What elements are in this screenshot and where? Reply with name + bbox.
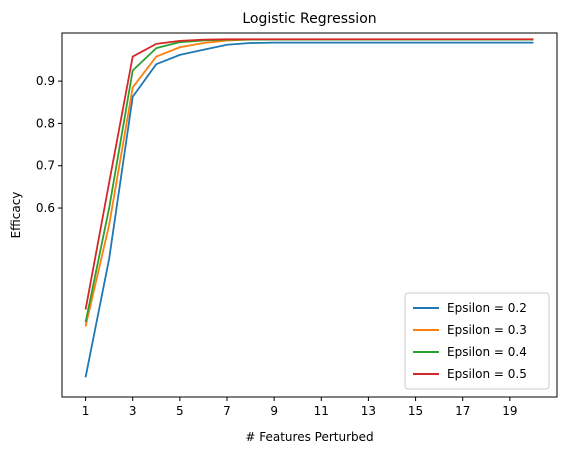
y-axis: 0.6 0.7 0.8 0.9 [36, 74, 62, 215]
x-tick-label: 13 [361, 404, 376, 418]
x-tick-label: 1 [82, 404, 90, 418]
x-tick-label: 15 [408, 404, 423, 418]
x-tick-label: 5 [176, 404, 184, 418]
x-tick-label: 7 [223, 404, 231, 418]
axes-frame [61, 32, 558, 398]
y-tick-label: 0.6 [36, 201, 55, 215]
x-axis: 1 3 5 7 9 11 13 15 17 19 [82, 397, 517, 418]
chart-title: Logistic Regression [242, 11, 376, 27]
y-tick-label: 0.9 [36, 74, 55, 88]
x-tick-label: 11 [314, 404, 329, 418]
legend-box [404, 292, 550, 390]
y-axis-label: Efficacy [9, 192, 23, 239]
series-line-4 [84, 38, 534, 310]
series-line-1 [84, 41, 534, 378]
series-lines [84, 38, 534, 378]
y-tick-label: 0.7 [36, 159, 55, 173]
legend-label: Epsilon = 0.4 [447, 345, 527, 359]
legend-label: Epsilon = 0.3 [447, 323, 527, 337]
x-tick-label: 3 [129, 404, 137, 418]
y-tick-label: 0.8 [36, 116, 55, 130]
x-tick-label: 9 [270, 404, 278, 418]
x-tick-label: 19 [502, 404, 517, 418]
x-axis-label: # Features Perturbed [245, 430, 373, 444]
legend: Epsilon = 0.2 Epsilon = 0.3 Epsilon = 0.4 E… [404, 292, 550, 390]
legend-label: Epsilon = 0.2 [447, 301, 527, 315]
legend-label: Epsilon = 0.5 [447, 367, 527, 381]
x-tick-label: 17 [455, 404, 470, 418]
